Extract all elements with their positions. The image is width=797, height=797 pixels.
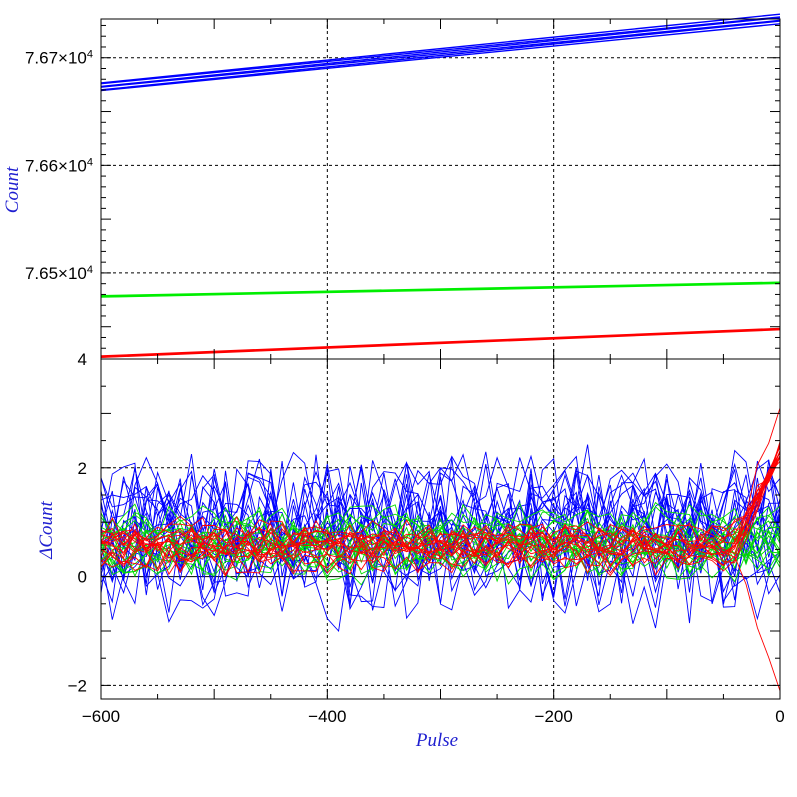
x-axis-label: Pulse — [415, 730, 458, 751]
bottom-series-line — [100, 443, 781, 554]
top-ytick-label: 7.66×104 — [25, 156, 93, 175]
top-ytick-label: 7.67×104 — [25, 49, 93, 68]
x-tick-label: −600 — [82, 707, 120, 726]
bottom-series-line — [100, 444, 781, 563]
bottom-series-line — [100, 441, 781, 558]
x-tick-label: −200 — [535, 707, 573, 726]
top-series-line — [100, 16, 781, 88]
bottom-plot-frame — [100, 358, 781, 700]
bottom-series-line — [100, 483, 781, 605]
bottom-ytick-label: 4 — [78, 350, 87, 369]
bottom-panel: −2 0 2 4 −600 −400 −200 0 ΔCount Pulse — [36, 350, 785, 751]
bottom-series-line — [100, 455, 781, 582]
bottom-series-line — [100, 456, 781, 582]
top-series — [100, 13, 781, 358]
top-ytick-label: 7.65×104 — [25, 264, 93, 283]
top-series-line — [100, 23, 781, 92]
top-ticks — [100, 19, 781, 359]
bottom-tick-labels: −2 0 2 4 −600 −400 −200 0 — [68, 350, 785, 726]
bottom-ytick-label: 2 — [78, 459, 87, 478]
bottom-series — [100, 407, 781, 691]
bottom-series-line — [100, 455, 781, 552]
bottom-ytick-label: 0 — [78, 568, 87, 587]
bottom-series-line — [100, 463, 781, 584]
bottom-series-line — [100, 532, 781, 576]
bottom-series-line — [100, 456, 781, 551]
x-tick-label: −400 — [308, 707, 346, 726]
top-series-line — [100, 20, 781, 91]
top-tick-labels: 7.65×104 7.66×104 7.67×104 — [25, 49, 93, 283]
top-panel: 7.65×104 7.66×104 7.67×104 Count — [2, 13, 781, 360]
top-series-line — [100, 281, 781, 297]
top-series-line — [100, 19, 781, 88]
bottom-series-line — [100, 461, 781, 585]
bottom-series-line — [100, 455, 781, 577]
bottom-series-line — [100, 451, 781, 577]
top-ylabel: Count — [2, 166, 23, 213]
bottom-series-line — [100, 506, 781, 546]
bottom-ticks — [100, 358, 781, 699]
top-grid — [101, 19, 780, 359]
bottom-series-line — [100, 501, 781, 548]
bottom-series-line — [100, 407, 781, 557]
bottom-series-line — [100, 519, 781, 564]
bottom-ytick-label: −2 — [68, 676, 87, 695]
bottom-series-line — [100, 450, 781, 560]
bottom-ylabel: ΔCount — [36, 500, 57, 559]
x-tick-label: 0 — [775, 707, 784, 726]
